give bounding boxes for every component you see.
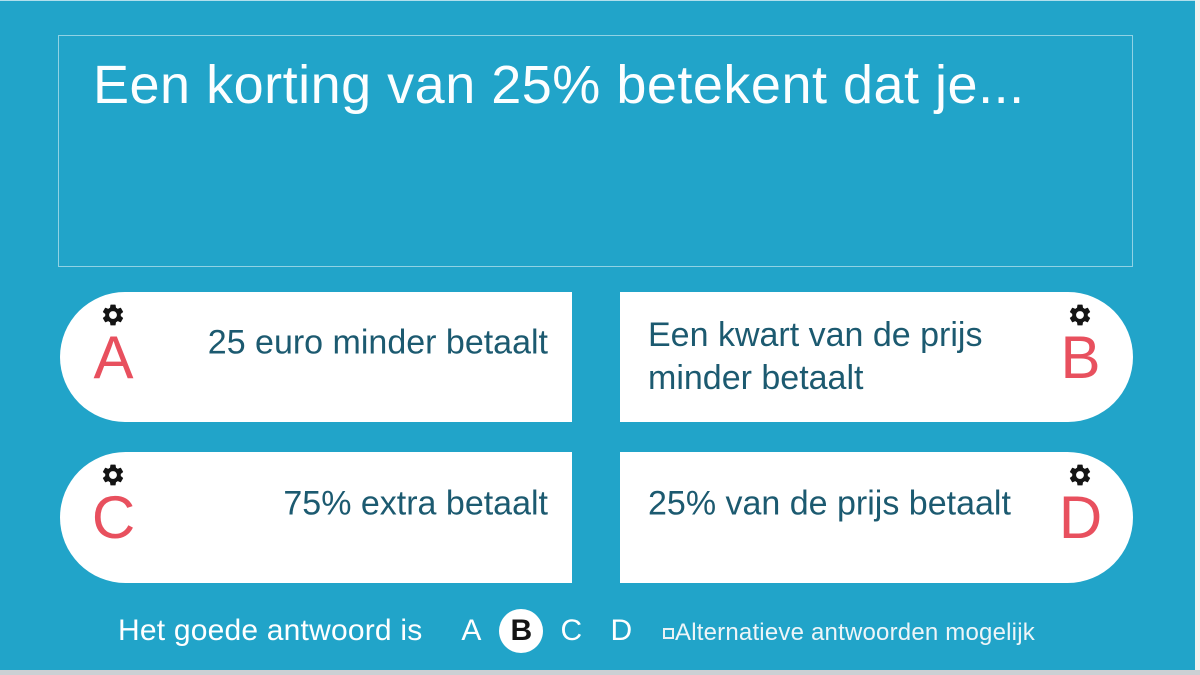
bottom-edge-strip xyxy=(0,670,1200,675)
answer-reveal-bar: Het goede antwoord is A B C D xyxy=(118,607,646,655)
answer-text-d: 25% van de prijs betaalt xyxy=(648,484,1011,523)
answer-letter-c: C xyxy=(91,484,135,551)
answer-letter-b: B xyxy=(1060,324,1100,391)
answer-text-b: Een kwart van de prijs minder betaalt xyxy=(648,316,983,397)
question-title: Een korting van 25% betekent dat je... xyxy=(93,55,1025,115)
checkbox-icon[interactable] xyxy=(663,628,674,639)
answer-letter-a: A xyxy=(93,324,133,391)
answer-a-badge: A xyxy=(86,302,140,391)
question-box: Een korting van 25% betekent dat je... xyxy=(58,35,1133,267)
answer-letter-d: D xyxy=(1058,484,1102,551)
reveal-option-b-selected[interactable]: B xyxy=(499,609,544,653)
top-edge-line xyxy=(0,0,1200,1)
gear-icon[interactable] xyxy=(1067,302,1093,328)
reveal-option-d[interactable]: D xyxy=(610,614,633,647)
answer-c-badge: C xyxy=(86,462,140,551)
answer-b-badge: B xyxy=(1053,302,1107,391)
alternative-answers-toggle[interactable]: Alternatieve antwoorden mogelijk xyxy=(663,619,1035,647)
right-edge-strip xyxy=(1195,0,1200,675)
reveal-option-c[interactable]: C xyxy=(560,614,583,647)
gear-icon[interactable] xyxy=(100,302,126,328)
gear-icon[interactable] xyxy=(100,462,126,488)
answer-text-a: 25 euro minder betaalt xyxy=(207,323,548,362)
reveal-options: A B C D xyxy=(446,609,646,653)
answer-option-c[interactable]: C 75% extra betaalt xyxy=(60,452,572,583)
gear-icon[interactable] xyxy=(1067,462,1093,488)
reveal-label: Het goede antwoord is xyxy=(118,614,423,647)
answer-text-c: 75% extra betaalt xyxy=(283,484,548,523)
answer-option-a[interactable]: A 25 euro minder betaalt xyxy=(60,292,572,422)
answer-option-b[interactable]: B Een kwart van de prijs minder betaalt xyxy=(620,292,1133,422)
reveal-option-a[interactable]: A xyxy=(461,614,482,647)
answer-d-badge: D xyxy=(1053,462,1107,551)
alternative-answers-label: Alternatieve antwoorden mogelijk xyxy=(675,619,1035,646)
answer-option-d[interactable]: D 25% van de prijs betaalt xyxy=(620,452,1133,583)
